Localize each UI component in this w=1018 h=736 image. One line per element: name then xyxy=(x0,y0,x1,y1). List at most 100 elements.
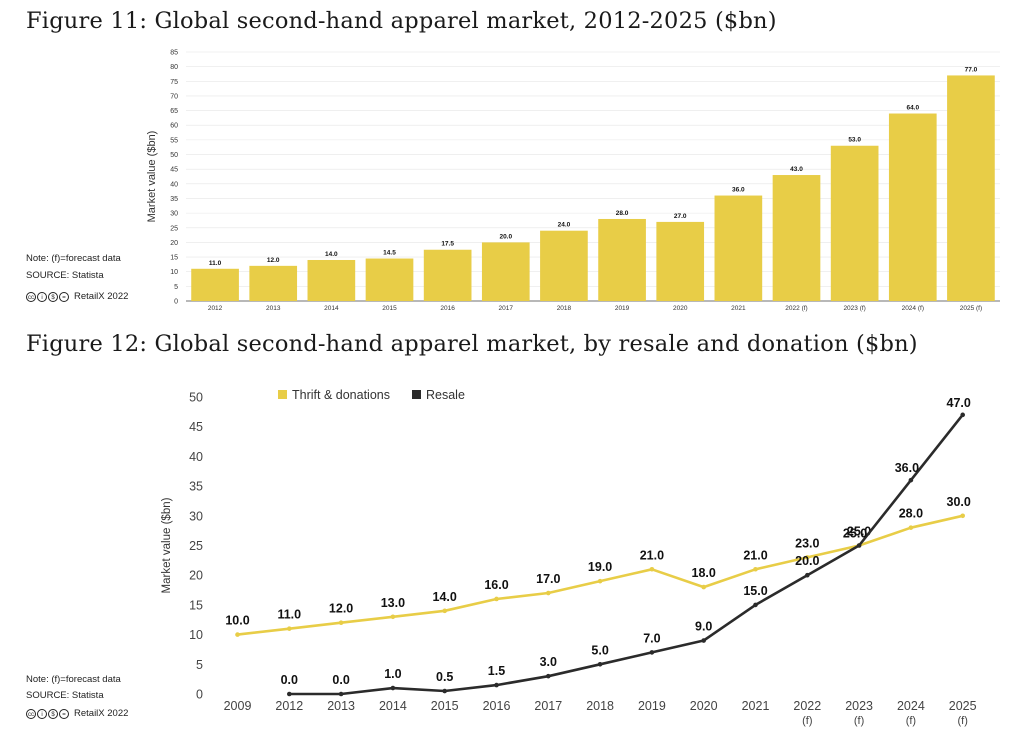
line-point xyxy=(649,566,655,572)
line-x-tick-label: 2012 xyxy=(275,699,303,713)
line-data-label: 14.0 xyxy=(433,590,457,604)
line-point xyxy=(390,685,396,691)
bar-x-tick-label: 2016 xyxy=(440,305,455,312)
line-y-tick-label: 0 xyxy=(196,688,203,702)
line-x-tick-label: 2025 xyxy=(949,699,977,713)
line-x-tick-label: 2020 xyxy=(690,699,718,713)
legend-label: Resale xyxy=(426,388,465,402)
bar-2023f xyxy=(830,145,879,301)
line-point xyxy=(338,691,344,697)
bar-data-label: 64.0 xyxy=(906,105,919,112)
bar-2015 xyxy=(365,258,414,301)
bar-y-tick-label: 10 xyxy=(170,269,178,276)
line-data-label: 21.0 xyxy=(640,548,664,562)
line-data-label: 23.0 xyxy=(795,536,819,550)
legend-swatch xyxy=(278,390,287,399)
bar-data-label: 36.0 xyxy=(732,187,745,194)
line-data-label: 25.0 xyxy=(847,525,871,539)
line-data-label: 16.0 xyxy=(484,578,508,592)
bar-data-label: 14.5 xyxy=(383,250,396,257)
line-point xyxy=(701,638,706,643)
bar-2017 xyxy=(481,242,530,301)
line-y-tick-label: 15 xyxy=(189,598,203,612)
bar-y-axis-label: Market value ($bn) xyxy=(146,131,158,223)
line-data-label: 3.0 xyxy=(540,655,557,669)
line-y-axis-label: Market value ($bn) xyxy=(161,497,173,593)
line-data-label: 0.5 xyxy=(436,670,453,684)
fig12-note: Note: (f)=forecast data xyxy=(26,674,121,685)
bar-y-tick-label: 40 xyxy=(170,181,178,188)
line-x-tick-forecast-label: (f) xyxy=(854,715,864,727)
line-point xyxy=(908,477,914,483)
line-y-tick-label: 10 xyxy=(189,628,203,642)
line-x-tick-label: 2019 xyxy=(638,699,666,713)
line-x-tick-forecast-label: (f) xyxy=(906,715,916,727)
bar-x-tick-label: 2017 xyxy=(499,305,514,312)
bar-y-tick-label: 0 xyxy=(174,299,178,306)
bar-x-tick-label: 2021 xyxy=(731,305,746,312)
line-point xyxy=(597,578,603,584)
line-point xyxy=(805,572,810,578)
bar-y-tick-label: 30 xyxy=(170,211,178,218)
bar-y-tick-label: 60 xyxy=(170,123,178,130)
line-y-tick-label: 45 xyxy=(189,420,203,434)
line-y-tick-label: 30 xyxy=(189,509,203,523)
line-point xyxy=(805,555,810,560)
fig11-note: Note: (f)=forecast data xyxy=(26,253,121,264)
line-x-tick-label: 2014 xyxy=(379,699,407,713)
cc-icon: cc xyxy=(26,291,36,302)
bar-data-label: 77.0 xyxy=(965,66,978,73)
bar-2018 xyxy=(540,230,588,301)
fig12-source: SOURCE: Statista xyxy=(26,690,104,701)
line-point xyxy=(546,673,551,679)
cc-icon: cc xyxy=(26,708,36,719)
line-series-resale xyxy=(289,413,964,696)
bar-y-tick-label: 80 xyxy=(170,64,178,71)
bar-y-tick-label: 85 xyxy=(170,50,178,57)
line-x-tick-forecast-label: (f) xyxy=(802,715,812,727)
bar-y-tick-label: 20 xyxy=(170,240,178,247)
bar-data-label: 43.0 xyxy=(790,166,803,173)
bar-x-tick-label: 2022 (f) xyxy=(785,305,807,312)
bar-y-tick-label: 65 xyxy=(170,108,178,115)
line-x-tick-forecast-label: (f) xyxy=(958,715,968,727)
line-x-tick-label: 2024 xyxy=(897,699,925,713)
line-data-label: 9.0 xyxy=(695,620,712,634)
line-point xyxy=(701,584,706,590)
line-point xyxy=(494,682,499,688)
bar-y-tick-label: 25 xyxy=(170,225,178,232)
line-point xyxy=(753,566,758,572)
bar-data-label: 12.0 xyxy=(267,257,280,264)
bar-y-tick-label: 70 xyxy=(170,93,178,100)
nd-icon: = xyxy=(59,708,69,719)
line-data-label: 12.0 xyxy=(329,602,353,616)
nd-icon: = xyxy=(59,291,69,302)
line-data-label: 47.0 xyxy=(947,396,971,410)
line-data-label: 1.5 xyxy=(488,664,505,678)
bar-x-tick-label: 2023 (f) xyxy=(843,305,865,312)
line-data-label: 20.0 xyxy=(795,554,819,568)
line-data-label: 0.0 xyxy=(332,673,349,687)
nc-icon: $ xyxy=(48,291,58,302)
line-data-label: 18.0 xyxy=(692,566,716,580)
line-y-tick-label: 35 xyxy=(189,480,203,494)
line-point xyxy=(960,513,965,519)
line-x-tick-label: 2009 xyxy=(224,699,252,713)
line-point xyxy=(753,602,758,608)
bar-2016 xyxy=(423,249,472,301)
bar-y-tick-label: 55 xyxy=(170,137,178,144)
line-x-tick-label: 2015 xyxy=(431,699,459,713)
line-x-tick-label: 2022 xyxy=(793,699,821,713)
bar-2014 xyxy=(307,259,356,301)
line-x-tick-label: 2013 xyxy=(327,699,355,713)
line-data-label: 15.0 xyxy=(743,584,767,598)
bar-x-tick-label: 2013 xyxy=(266,305,281,312)
line-y-tick-label: 25 xyxy=(189,539,203,553)
line-point xyxy=(908,525,914,530)
figure-12-title: Figure 12: Global second-hand apparel ma… xyxy=(26,331,918,357)
bar-data-label: 17.5 xyxy=(441,241,454,248)
line-data-label: 5.0 xyxy=(591,643,608,657)
fig11-source: SOURCE: Statista xyxy=(26,270,104,281)
fig12-license: cc i $ = RetailX 2022 xyxy=(26,708,128,719)
